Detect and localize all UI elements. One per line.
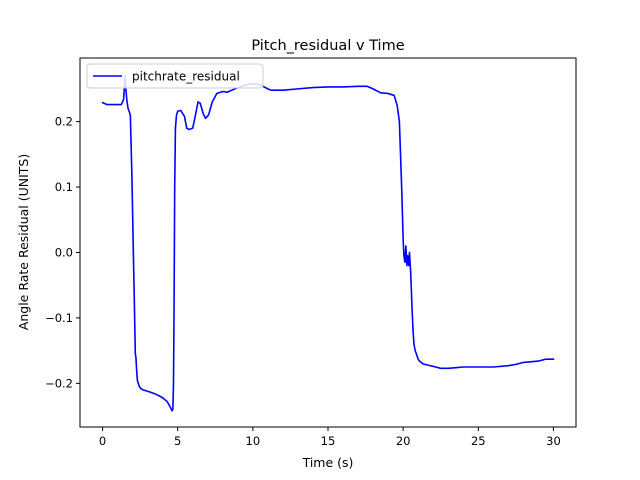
x-tick-label: 15 <box>321 434 336 448</box>
y-tick-label: 0.0 <box>55 245 73 259</box>
legend-label: pitchrate_residual <box>132 70 240 84</box>
y-tick-label: −0.2 <box>45 376 73 390</box>
y-tick-label: 0.1 <box>55 180 73 194</box>
plot-background <box>80 58 576 427</box>
x-axis-label: Time (s) <box>302 455 354 470</box>
x-tick-label: 5 <box>174 434 181 448</box>
plot-area <box>79 57 577 428</box>
legend: pitchrate_residual <box>86 63 264 89</box>
x-tick-label: 20 <box>396 434 411 448</box>
x-tick-label: 0 <box>99 434 106 448</box>
chart-title: Pitch_residual v Time <box>251 38 404 54</box>
y-axis: −0.2 −0.1 0.0 0.1 0.2 <box>45 115 80 390</box>
x-tick-label: 25 <box>471 434 486 448</box>
x-tick-label: 30 <box>546 434 561 448</box>
y-tick-label: −0.1 <box>45 311 73 325</box>
legend-box <box>86 63 264 89</box>
y-tick-label: 0.2 <box>55 115 73 129</box>
x-tick-label: 10 <box>246 434 261 448</box>
y-axis-label: Angle Rate Residual (UNITS) <box>16 154 31 330</box>
x-axis: 0 5 10 15 20 25 30 <box>99 427 561 448</box>
